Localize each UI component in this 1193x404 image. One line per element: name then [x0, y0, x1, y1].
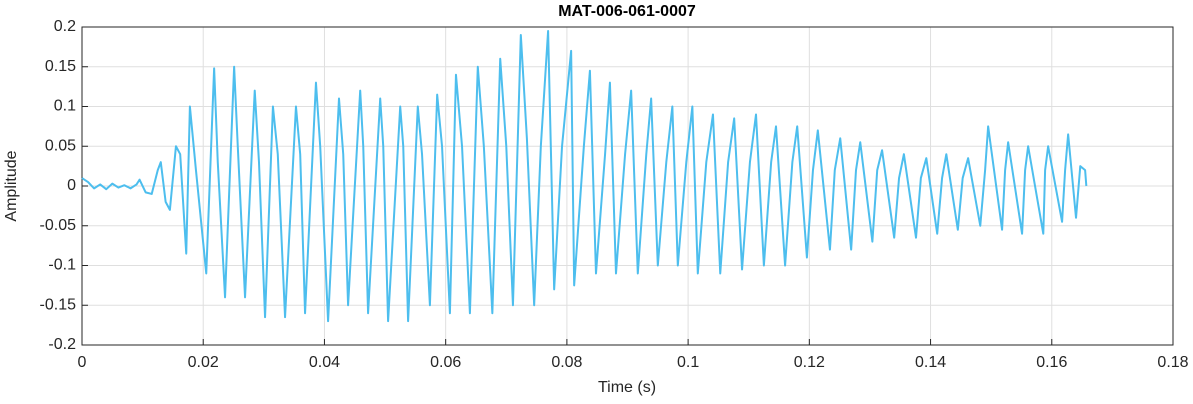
x-tick-label: 0.08 [551, 354, 582, 371]
x-tick-label: 0 [78, 354, 87, 371]
y-tick-label: -0.15 [40, 296, 77, 313]
y-axis-label: Amplitude [3, 150, 20, 221]
x-tick-label: 0.14 [915, 354, 946, 371]
y-tick-label: -0.2 [48, 336, 76, 353]
waveform-line [81, 29, 1088, 323]
x-tick-label: 0.18 [1157, 354, 1188, 371]
y-tick-label: 0 [67, 177, 76, 194]
x-tick-label: 0.16 [1036, 354, 1067, 371]
x-axis-label: Time (s) [598, 379, 656, 396]
y-tick-label: 0.2 [54, 18, 76, 35]
plot-frame [81, 26, 1174, 346]
x-tick-label: 0.02 [188, 354, 219, 371]
y-tick-label: -0.05 [40, 217, 77, 234]
y-tick-label: 0.15 [45, 58, 76, 75]
x-tick-label: 0.06 [430, 354, 461, 371]
chart-title: MAT-006-061-0007 [558, 3, 696, 20]
x-tick-label: 0.12 [794, 354, 825, 371]
y-tick-label: -0.1 [48, 257, 76, 274]
y-tick-label: 0.05 [45, 137, 76, 154]
x-tick-label: 0.04 [309, 354, 340, 371]
x-tick-label: 0.1 [677, 354, 699, 371]
y-tick-label: 0.1 [54, 98, 76, 115]
